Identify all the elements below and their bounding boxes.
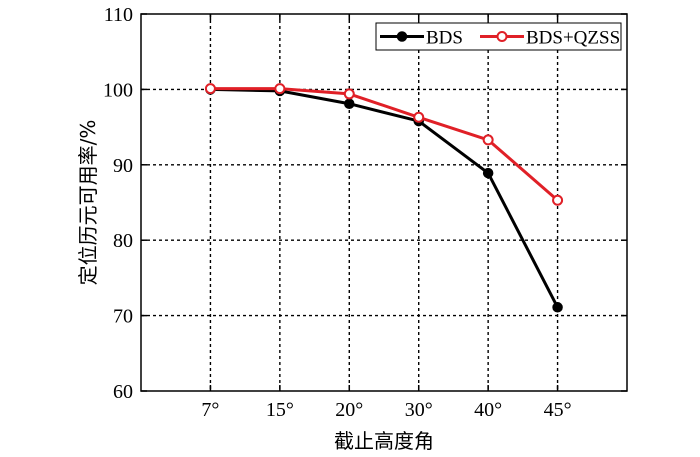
series-bds-qzss	[204, 83, 564, 206]
plot-frame	[140, 13, 628, 392]
y-tick-label: 90	[113, 155, 133, 177]
y-tick-label: 60	[113, 381, 133, 403]
data-point	[552, 302, 563, 313]
y-tick-label: 80	[113, 230, 133, 252]
y-tick-label: 70	[113, 306, 133, 328]
data-point	[482, 134, 494, 146]
x-tick-label: 30°	[405, 399, 433, 421]
x-tick-label: 20°	[335, 399, 363, 421]
y-tick-label: 110	[104, 4, 133, 26]
series-line	[210, 87, 559, 308]
data-point	[274, 83, 286, 95]
legend-item-bds: BDS	[380, 28, 463, 49]
legend-marker-bds-qzss	[496, 31, 508, 42]
x-axis-ticks: 7° 15° 20° 30° 40° 45°	[201, 14, 572, 421]
series-line	[210, 87, 559, 202]
series-layer	[204, 83, 564, 313]
data-point	[344, 98, 355, 109]
legend: BDS BDS+QZSS	[375, 22, 622, 51]
data-point	[343, 88, 355, 100]
legend-marker-bds	[396, 31, 408, 42]
data-point	[413, 111, 425, 123]
data-point	[482, 167, 494, 179]
x-tick-label: 7°	[201, 399, 219, 421]
data-point	[204, 83, 216, 95]
y-tick-label: 100	[103, 79, 133, 101]
series-bds	[205, 84, 563, 313]
y-axis-ticks: 60 70 80 90 100 110	[103, 4, 627, 403]
legend-item-bds-qzss: BDS+QZSS	[480, 28, 620, 49]
x-tick-label: 40°	[474, 399, 502, 421]
y-axis-label: 定位历元可用率/%	[76, 120, 100, 286]
data-point	[552, 194, 564, 206]
legend-label-bds-qzss: BDS+QZSS	[526, 28, 620, 49]
x-axis-label: 截止高度角	[334, 429, 434, 453]
x-tick-label: 45°	[544, 399, 572, 421]
x-tick-label: 15°	[266, 399, 294, 421]
legend-label-bds: BDS	[426, 28, 463, 49]
